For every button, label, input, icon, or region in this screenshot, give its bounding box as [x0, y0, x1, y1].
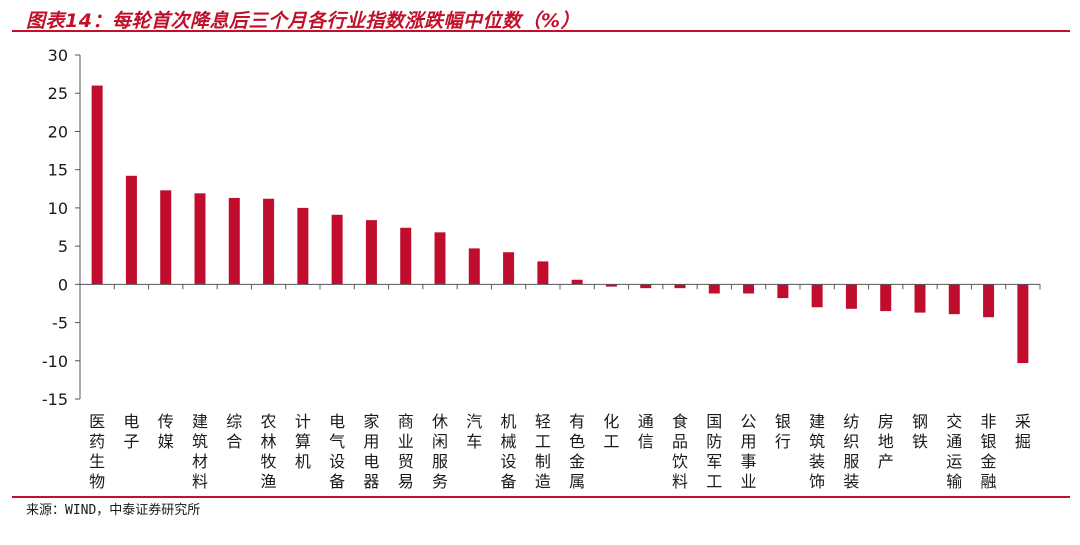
x-tick-label: 农林牧渔 — [261, 412, 277, 491]
x-tick-label: 家用电器 — [363, 412, 379, 491]
x-tick-label: 建筑装饰 — [809, 412, 825, 491]
x-tick-label: 建筑材料 — [192, 412, 208, 491]
bar-7 — [297, 207, 309, 285]
y-tick-label: -15 — [42, 390, 68, 409]
bar-11 — [434, 232, 446, 285]
x-tick-label: 纺织服装 — [843, 412, 859, 491]
y-axis: 30 25 20 15 10 5 0 -5 -10 -15 — [42, 46, 81, 409]
bar-6 — [263, 198, 275, 285]
x-tick-label: 采掘 — [1015, 412, 1031, 451]
y-tick-label: 30 — [48, 46, 68, 65]
footer-divider — [12, 496, 1070, 498]
y-tick-label: 10 — [48, 199, 68, 218]
bar-3 — [160, 190, 172, 285]
bar-4 — [194, 193, 206, 285]
y-tick-label: 20 — [48, 122, 68, 141]
bar-9 — [365, 220, 377, 285]
x-tick-label: 医药生物 — [89, 412, 105, 491]
x-tick-label: 电子 — [123, 412, 139, 451]
x-tick-label: 公用事业 — [741, 412, 757, 491]
bar-19 — [708, 284, 720, 294]
x-tick-label: 有色金属 — [569, 412, 585, 491]
bar-17 — [640, 284, 652, 289]
y-tick-label: 5 — [58, 237, 68, 256]
x-tick-label: 综合 — [226, 412, 242, 451]
x-tick-label: 房地产 — [878, 412, 894, 471]
x-tick-label: 电气设备 — [329, 412, 345, 491]
y-tick-label: -5 — [52, 314, 68, 333]
x-tick-label: 钢铁 — [912, 412, 928, 451]
bar-12 — [468, 248, 480, 285]
bar-8 — [331, 214, 343, 285]
x-tick-label: 商业贸易 — [398, 412, 414, 491]
bar-16 — [605, 284, 617, 287]
bar-23 — [845, 284, 857, 309]
bar-15 — [571, 279, 583, 285]
x-tick-label: 银行 — [775, 412, 791, 451]
bar-20 — [743, 284, 755, 294]
x-tick-label: 传媒 — [158, 412, 174, 451]
bar-27 — [983, 284, 995, 318]
x-tick-label: 国防军工 — [706, 412, 722, 491]
x-tick-label: 汽车 — [466, 412, 482, 451]
bar-1 — [91, 85, 103, 285]
bar-2 — [125, 175, 137, 285]
x-tick-label: 交通运输 — [946, 412, 962, 491]
x-tick-label: 机械设备 — [501, 412, 517, 491]
bar-26 — [948, 284, 960, 315]
bar-21 — [777, 284, 789, 299]
bar-25 — [914, 284, 926, 313]
y-tick-label: 0 — [58, 275, 68, 294]
y-tick-label: -10 — [42, 352, 68, 371]
bar-10 — [400, 227, 412, 285]
bar-24 — [880, 284, 892, 312]
bar-series — [91, 85, 1029, 364]
bar-5 — [228, 197, 240, 285]
x-tick-label: 食品饮料 — [672, 412, 688, 491]
title-divider — [12, 30, 1070, 32]
x-tick-label: 轻工制造 — [535, 412, 551, 491]
bar-28 — [1017, 284, 1029, 364]
bar-18 — [674, 284, 686, 289]
chart-title: 图表14：每轮首次降息后三个月各行业指数涨跌幅中位数（%） — [26, 10, 580, 32]
bar-14 — [537, 261, 549, 285]
x-tick-label: 通信 — [638, 412, 654, 451]
source-note: 来源：WIND，中泰证券研究所 — [26, 503, 201, 518]
bar-22 — [811, 284, 823, 308]
y-tick-label: 25 — [48, 84, 68, 103]
bar-13 — [503, 252, 515, 285]
x-tick-label: 计算机 — [295, 412, 311, 471]
x-tick-label: 休闲服务 — [432, 412, 448, 491]
x-tick-label: 非银金融 — [981, 412, 997, 491]
x-tick-label: 化工 — [603, 412, 619, 451]
y-tick-label: 15 — [48, 161, 68, 180]
